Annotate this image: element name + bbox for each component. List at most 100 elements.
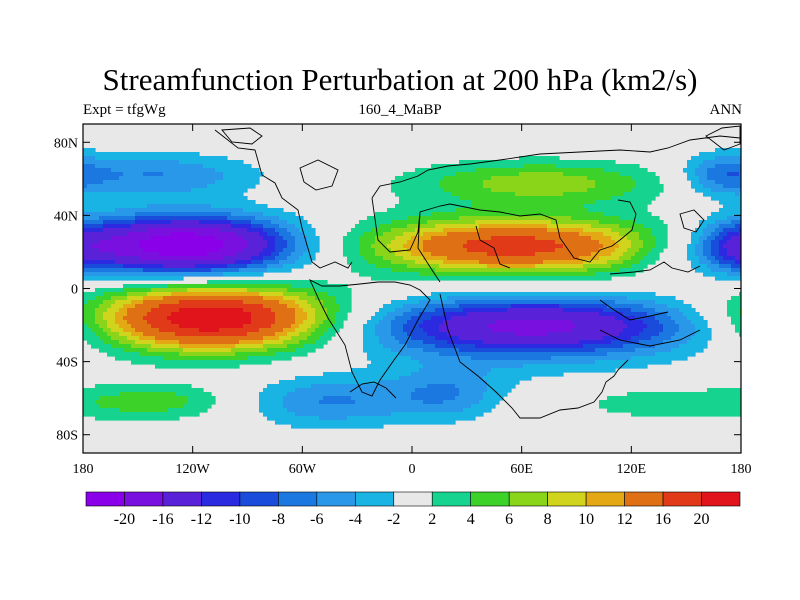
field-cell	[151, 260, 156, 265]
field-cell	[195, 248, 200, 253]
field-cell	[583, 200, 588, 205]
field-cell	[735, 184, 740, 189]
field-cell	[363, 232, 368, 237]
field-cell	[179, 172, 184, 177]
field-cell	[155, 200, 160, 205]
field-cell	[627, 184, 632, 189]
field-cell	[147, 296, 152, 301]
field-cell	[179, 200, 184, 205]
field-cell	[483, 252, 488, 257]
field-cell	[347, 260, 352, 265]
field-cell	[419, 252, 424, 257]
field-cell	[731, 308, 736, 313]
field-cell	[235, 252, 240, 257]
field-cell	[267, 308, 272, 313]
field-cell	[299, 308, 304, 313]
field-cell	[111, 216, 116, 221]
field-cell	[547, 192, 552, 197]
field-cell	[371, 276, 376, 281]
field-cell	[291, 220, 296, 225]
field-cell	[727, 220, 732, 225]
field-cell	[83, 200, 88, 205]
field-cell	[407, 172, 412, 177]
field-cell	[283, 292, 288, 297]
field-cell	[479, 184, 484, 189]
field-cell	[239, 308, 244, 313]
field-cell	[91, 252, 96, 257]
field-cell	[571, 192, 576, 197]
field-cell	[127, 172, 132, 177]
field-cell	[183, 288, 188, 293]
field-cell	[399, 184, 404, 189]
field-cell	[487, 260, 492, 265]
field-cell	[719, 272, 724, 277]
field-cell	[115, 220, 120, 225]
field-cell	[403, 252, 408, 257]
field-cell	[739, 164, 741, 169]
field-cell	[115, 240, 120, 245]
field-cell	[635, 192, 640, 197]
field-cell	[119, 156, 124, 161]
field-cell	[319, 300, 324, 305]
field-cell	[283, 280, 288, 285]
field-cell	[511, 200, 516, 205]
field-cell	[463, 188, 468, 193]
field-cell	[439, 180, 444, 185]
field-cell	[511, 276, 516, 281]
field-cell	[603, 252, 608, 257]
field-cell	[479, 252, 484, 257]
field-cell	[231, 228, 236, 233]
field-cell	[731, 180, 736, 185]
field-cell	[443, 264, 448, 269]
field-cell	[555, 232, 560, 237]
field-cell	[611, 292, 616, 297]
field-cell	[347, 292, 352, 297]
field-cell	[603, 256, 608, 261]
field-cell	[455, 188, 460, 193]
field-cell	[603, 264, 608, 269]
field-cell	[415, 296, 420, 301]
field-cell	[379, 308, 384, 313]
field-cell	[407, 304, 412, 309]
field-cell	[87, 312, 92, 317]
field-cell	[715, 252, 720, 257]
field-cell	[663, 300, 668, 305]
field-cell	[531, 156, 536, 161]
field-cell	[495, 256, 500, 261]
field-cell	[411, 256, 416, 261]
field-cell	[279, 208, 284, 213]
field-cell	[239, 268, 244, 273]
field-cell	[163, 204, 168, 209]
field-cell	[135, 152, 140, 157]
field-cell	[443, 228, 448, 233]
field-cell	[383, 244, 388, 249]
field-cell	[135, 292, 140, 297]
field-cell	[311, 300, 316, 305]
field-cell	[87, 212, 92, 217]
field-cell	[699, 260, 704, 265]
field-cell	[131, 176, 136, 181]
field-cell	[167, 236, 172, 241]
field-cell	[271, 280, 276, 285]
field-cell	[371, 252, 376, 257]
field-cell	[527, 216, 532, 221]
field-cell	[475, 300, 480, 305]
field-cell	[83, 252, 88, 257]
field-cell	[403, 300, 408, 305]
field-cell	[483, 184, 488, 189]
field-cell	[111, 180, 116, 185]
field-cell	[243, 176, 248, 181]
field-cell	[247, 260, 252, 265]
field-cell	[111, 300, 116, 305]
field-cell	[115, 172, 120, 177]
field-cell	[555, 192, 560, 197]
field-cell	[203, 296, 208, 301]
field-cell	[199, 176, 204, 181]
field-cell	[643, 176, 648, 181]
field-cell	[531, 180, 536, 185]
field-cell	[171, 256, 176, 261]
field-cell	[327, 308, 332, 313]
field-cell	[219, 232, 224, 237]
field-cell	[595, 188, 600, 193]
field-cell	[527, 220, 532, 225]
